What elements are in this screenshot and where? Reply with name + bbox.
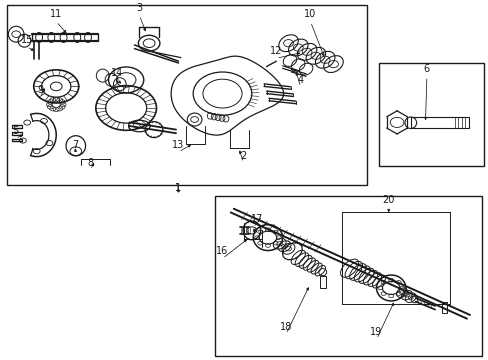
Text: 7: 7 (73, 140, 79, 150)
Text: 11: 11 (50, 9, 62, 19)
Text: 8: 8 (87, 158, 93, 168)
Bar (378, 63, 483, 166)
Text: 10: 10 (304, 9, 316, 19)
Bar (441, 302, 447, 313)
Text: 16: 16 (216, 246, 228, 256)
Text: 1: 1 (175, 183, 181, 193)
Text: 6: 6 (423, 64, 429, 74)
Bar (215, 196, 481, 356)
Text: 19: 19 (369, 327, 382, 337)
Text: 14: 14 (111, 68, 123, 78)
Text: 12: 12 (269, 46, 282, 56)
Text: 1: 1 (175, 183, 181, 193)
Text: 17: 17 (250, 214, 263, 224)
Bar (320, 276, 325, 288)
Text: 5: 5 (13, 126, 19, 136)
Bar (410, 117, 468, 128)
Bar (7, 5, 366, 185)
Text: 20: 20 (382, 195, 394, 205)
Text: 13: 13 (172, 140, 184, 150)
Text: 15: 15 (20, 35, 33, 45)
Text: 3: 3 (136, 3, 142, 13)
Text: 9: 9 (37, 85, 43, 95)
Text: 4: 4 (297, 75, 303, 85)
Text: 2: 2 (240, 150, 246, 161)
Text: 18: 18 (279, 322, 292, 332)
